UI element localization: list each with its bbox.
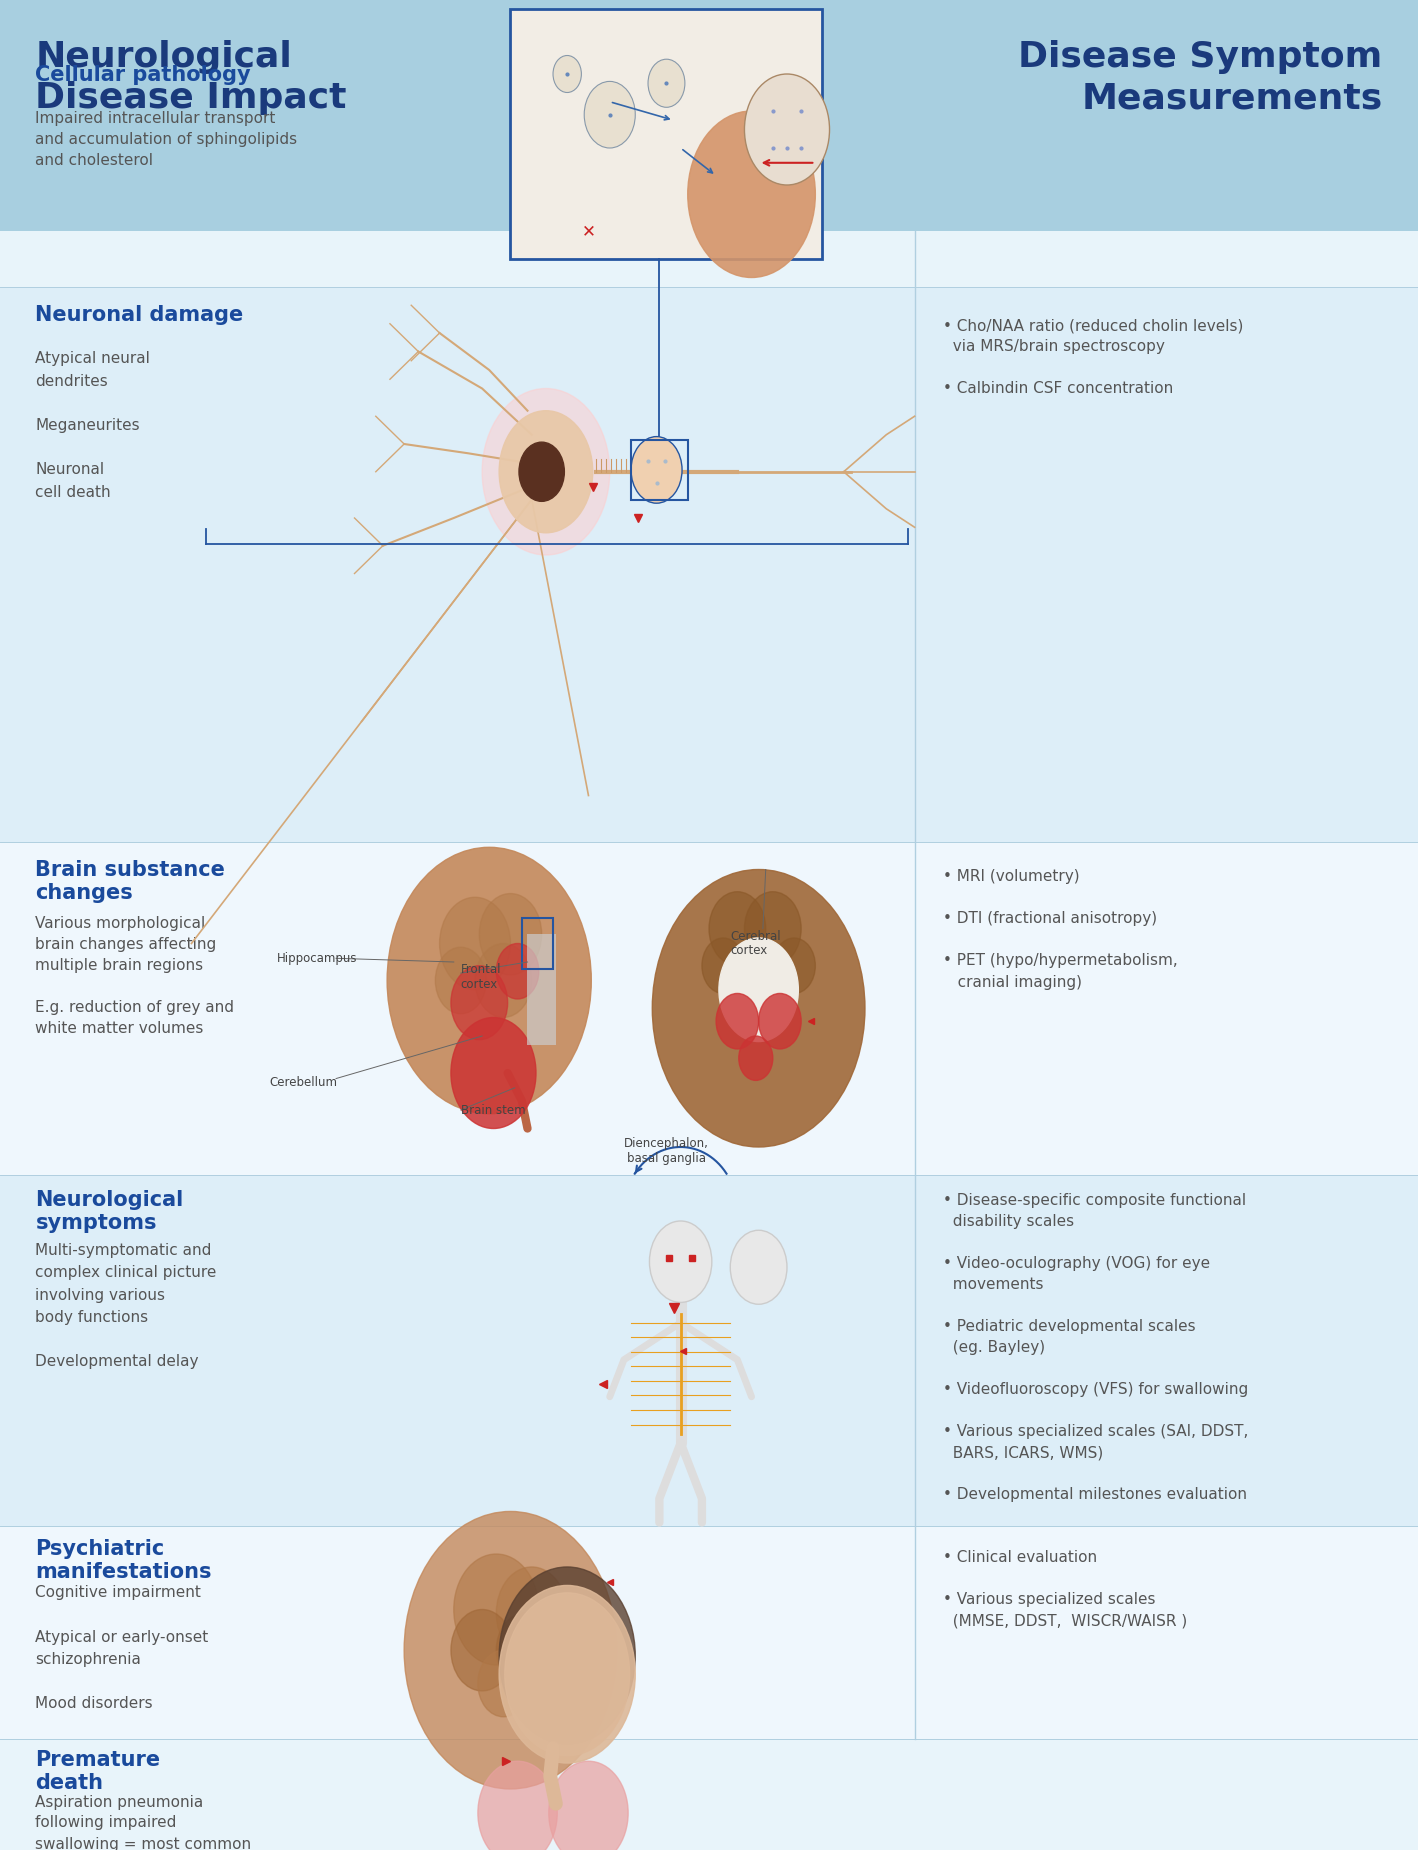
Text: Various morphological
brain changes affecting
multiple brain regions

E.g. reduc: Various morphological brain changes affe… xyxy=(35,916,234,1036)
Text: Brain stem: Brain stem xyxy=(461,1103,526,1117)
FancyBboxPatch shape xyxy=(0,287,1418,842)
Text: Diencephalon,
basal ganglia: Diencephalon, basal ganglia xyxy=(624,1136,709,1166)
FancyBboxPatch shape xyxy=(0,1175,1418,1526)
Text: Premature
death: Premature death xyxy=(35,1750,160,1793)
Circle shape xyxy=(584,81,635,148)
Text: Aspiration pneumonia
following impaired
swallowing = most common
cause of death : Aspiration pneumonia following impaired … xyxy=(35,1794,251,1850)
FancyBboxPatch shape xyxy=(0,231,1418,287)
Circle shape xyxy=(435,947,486,1014)
Circle shape xyxy=(549,1761,628,1850)
Text: Cellular pathology: Cellular pathology xyxy=(35,65,251,85)
Circle shape xyxy=(451,966,508,1040)
Text: Cerebral
cortex: Cerebral cortex xyxy=(730,929,781,958)
Text: Frontal
cortex: Frontal cortex xyxy=(461,962,502,992)
Text: • MRI (volumetry)

• DTI (fractional anisotropy)

• PET (hypo/hypermetabolism,
 : • MRI (volumetry) • DTI (fractional anis… xyxy=(943,870,1178,990)
Circle shape xyxy=(730,1230,787,1304)
Circle shape xyxy=(553,56,581,92)
FancyBboxPatch shape xyxy=(0,1739,1418,1850)
Text: ✕: ✕ xyxy=(581,222,596,241)
Circle shape xyxy=(702,938,744,993)
Circle shape xyxy=(759,993,801,1049)
Circle shape xyxy=(404,1511,617,1789)
Circle shape xyxy=(648,59,685,107)
Circle shape xyxy=(479,894,542,975)
Text: • Clinical evaluation

• Various specialized scales
  (MMSE, DDST,  WISCR/WAISR : • Clinical evaluation • Various speciali… xyxy=(943,1550,1187,1628)
Circle shape xyxy=(499,411,593,533)
Text: • Cho/NAA ratio (reduced cholin levels)
  via MRS/brain spectroscopy

• Calbindi: • Cho/NAA ratio (reduced cholin levels) … xyxy=(943,318,1244,396)
FancyBboxPatch shape xyxy=(510,9,822,259)
Text: Psychiatric
manifestations: Psychiatric manifestations xyxy=(35,1539,211,1582)
Circle shape xyxy=(773,938,815,993)
Circle shape xyxy=(482,388,610,555)
Circle shape xyxy=(387,847,591,1114)
Text: Cerebellum: Cerebellum xyxy=(269,1075,337,1090)
Circle shape xyxy=(631,437,682,503)
Circle shape xyxy=(719,938,798,1042)
Circle shape xyxy=(496,1613,553,1687)
Circle shape xyxy=(744,74,830,185)
Circle shape xyxy=(454,1554,539,1665)
Text: Neuronal damage: Neuronal damage xyxy=(35,305,244,326)
Text: Impaired intracellular transport
and accumulation of sphingolipids
and cholester: Impaired intracellular transport and acc… xyxy=(35,111,298,168)
FancyBboxPatch shape xyxy=(0,0,1418,231)
Text: Brain substance
changes: Brain substance changes xyxy=(35,860,225,903)
Circle shape xyxy=(519,442,564,501)
Text: Cognitive impairment

Atypical or early-onset
schizophrenia

Mood disorders: Cognitive impairment Atypical or early-o… xyxy=(35,1585,208,1711)
Circle shape xyxy=(716,993,759,1049)
FancyBboxPatch shape xyxy=(0,842,1418,1175)
Circle shape xyxy=(505,1593,630,1756)
Circle shape xyxy=(475,944,532,1018)
Circle shape xyxy=(709,892,766,966)
Text: Disease Symptom
Measurements: Disease Symptom Measurements xyxy=(1018,41,1383,115)
Circle shape xyxy=(652,870,865,1147)
Text: Atypical neural
dendrites

Meganeurites

Neuronal
cell death: Atypical neural dendrites Meganeurites N… xyxy=(35,352,150,500)
Circle shape xyxy=(478,1650,529,1717)
Circle shape xyxy=(739,1036,773,1080)
Text: • Disease-specific composite functional
  disability scales

• Video-oculography: • Disease-specific composite functional … xyxy=(943,1193,1248,1502)
Circle shape xyxy=(478,1761,557,1850)
Circle shape xyxy=(744,892,801,966)
Circle shape xyxy=(496,1567,567,1659)
Text: Neurological
Disease Impact: Neurological Disease Impact xyxy=(35,41,347,115)
Text: Neurological
symptoms: Neurological symptoms xyxy=(35,1190,184,1232)
FancyBboxPatch shape xyxy=(527,934,556,1045)
Circle shape xyxy=(451,1610,513,1691)
FancyBboxPatch shape xyxy=(0,1526,1418,1739)
Circle shape xyxy=(451,1018,536,1128)
Circle shape xyxy=(499,1567,635,1745)
Circle shape xyxy=(499,1585,635,1763)
Text: Multi-symptomatic and
complex clinical picture
involving various
body functions
: Multi-symptomatic and complex clinical p… xyxy=(35,1243,217,1369)
Circle shape xyxy=(688,111,815,278)
Circle shape xyxy=(496,944,539,999)
Text: Hippocampus: Hippocampus xyxy=(277,951,357,966)
Circle shape xyxy=(440,897,510,990)
Circle shape xyxy=(649,1221,712,1302)
